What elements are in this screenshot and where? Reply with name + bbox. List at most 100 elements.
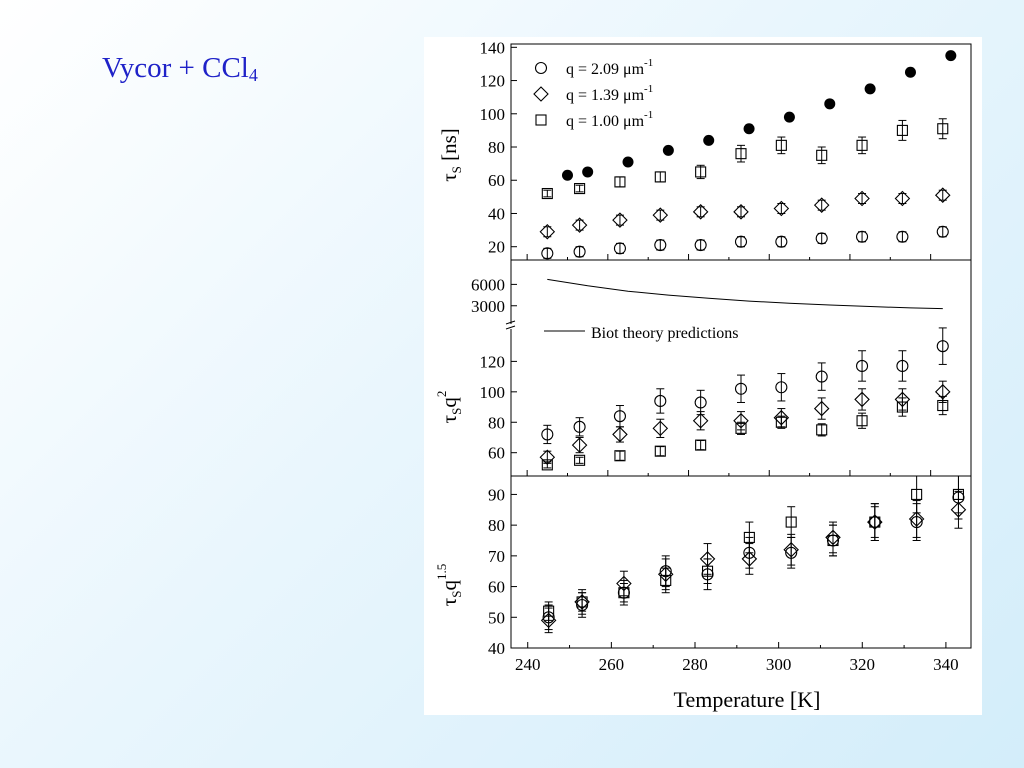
bottom-panel-diamond-point: [950, 502, 967, 518]
top-panel-square-point: [614, 176, 626, 188]
middle-panel-square-point: [816, 424, 828, 436]
middle-y-axis-label: τSq2: [434, 391, 464, 424]
middle-panel-lower-ytick-label: 60: [488, 444, 505, 463]
bottom-panel-square-point: [701, 565, 714, 577]
top-panel-circle-point: [541, 247, 554, 260]
top-y-axis-label: τS [ns]: [437, 128, 464, 182]
x-tick-label: 240: [515, 655, 541, 674]
bottom-panel-square-point: [785, 516, 797, 528]
top-panel-ytick-label: 20: [488, 238, 505, 257]
slide-title: Vycor + CCl4: [102, 52, 258, 86]
middle-panel-circle-point: [896, 359, 909, 373]
middle-y-axis-label-rest: q: [437, 397, 461, 408]
x-tick-label: 320: [850, 655, 876, 674]
middle-panel-upper-ytick-label: 3000: [471, 297, 505, 316]
middle-panel-circle-point: [613, 410, 626, 423]
top-panel-diamond-point: [539, 223, 556, 240]
bottom-panel-square-point: [952, 488, 965, 500]
top-panel-filled-circle-point: [783, 111, 795, 123]
middle-panel-diamond-point: [571, 437, 588, 453]
legend-diamond-sup: -1: [644, 83, 653, 95]
top-panel-filled-circle-point: [864, 83, 876, 95]
bottom-panel-diamond-point: [783, 541, 799, 558]
bottom-panel-ytick-label: 80: [488, 516, 505, 535]
top-panel-filled-circle-point: [743, 123, 755, 135]
axis-break-mark: [505, 320, 516, 325]
legend-square-sup: -1: [644, 109, 653, 121]
middle-panel-square-point: [541, 459, 553, 471]
x-tick-label: 300: [766, 655, 792, 674]
bottom-panel-square-point: [618, 587, 630, 599]
bottom-y-axis-label-sup: 1.5: [434, 564, 449, 580]
top-panel-ytick-label: 120: [480, 72, 506, 91]
legend-circle-sup: -1: [644, 57, 653, 69]
bottom-panel-diamond-point: [540, 612, 557, 629]
top-panel-ytick-label: 100: [480, 105, 506, 124]
top-panel-diamond-point: [773, 200, 790, 217]
top-panel-diamond-point: [612, 212, 628, 228]
top-panel-circle-point: [613, 242, 626, 255]
bottom-panel-square-point: [543, 605, 555, 617]
biot-theory-curve: [547, 278, 943, 310]
middle-panel-square-point: [695, 439, 707, 451]
legend-square-icon: [535, 114, 547, 126]
top-panel-diamond-point: [733, 204, 749, 220]
legend-diamond-label: q = 1.39 μm-1: [566, 83, 653, 104]
top-panel-diamond-point: [692, 204, 709, 220]
slide-title-main: Vycor + CCl: [102, 52, 249, 84]
middle-panel-circle-point: [856, 359, 869, 373]
x-tick-label: 280: [682, 655, 708, 674]
top-panel-ytick-label: 40: [488, 204, 505, 223]
middle-panel-diamond-point: [652, 420, 669, 437]
chart-svg: 20 40 60 80 100 120 140 3000 6000 60 80 100 120 40 50 6…: [434, 38, 972, 712]
x-tick-label: 340: [933, 655, 959, 674]
top-panel-square-point: [816, 149, 828, 161]
bottom-panel-ytick-label: 90: [488, 485, 505, 504]
middle-panel-diamond-point: [813, 400, 830, 417]
top-panel-square-point: [541, 187, 553, 200]
panel-frame-3: [510, 475, 972, 649]
middle-panel-square-point: [856, 415, 868, 427]
middle-y-axis-label-base: τ: [437, 415, 461, 423]
legend-square-label: q = 1.00 μm-1: [566, 109, 653, 130]
middle-panel-circle-point: [541, 428, 554, 441]
axis-break-gap: [507, 324, 515, 329]
middle-panel-lower-ytick-label: 120: [480, 352, 506, 371]
bottom-panel-diamond-point: [908, 511, 925, 527]
top-panel-filled-circle-point: [824, 98, 836, 110]
bottom-panel-square-point: [576, 596, 588, 608]
bottom-panel-diamond-point: [741, 551, 758, 567]
top-panel-filled-circle-point: [662, 144, 674, 156]
middle-panel-square-point: [735, 422, 747, 434]
top-panel-square-point: [574, 183, 586, 195]
top-panel-circle-point: [654, 238, 667, 252]
top-panel-circle-point: [936, 225, 949, 238]
slide-title-subscript: 4: [248, 65, 258, 85]
bottom-y-axis-label-rest: q: [437, 580, 461, 591]
x-tick-label: 260: [599, 655, 625, 674]
middle-panel-square-point: [574, 454, 586, 466]
figure-panel: 20 40 60 80 100 120 140 3000 6000 60 80 100 120 40 50 6…: [424, 37, 982, 715]
top-y-axis-label-base: τ: [437, 173, 461, 181]
top-y-axis-label-sub: S: [449, 166, 464, 173]
top-panel-filled-circle-point: [945, 50, 957, 62]
legend-diamond-icon: [533, 86, 549, 102]
bottom-y-axis-label: τSq1.5: [434, 564, 464, 606]
top-panel-filled-circle-point: [622, 156, 634, 168]
bottom-panel-square-point: [660, 574, 672, 586]
top-panel-circle-point: [734, 235, 748, 248]
middle-panel-circle-point: [573, 420, 586, 433]
middle-panel-circle-point: [734, 382, 748, 395]
middle-panel-lower-ytick-label: 100: [480, 383, 506, 402]
middle-panel-circle-point: [936, 340, 949, 353]
top-panel-diamond-point: [934, 187, 951, 203]
top-panel-circle-point: [573, 245, 586, 258]
middle-panel-lower-ytick-label: 80: [488, 413, 505, 432]
middle-panel-diamond-point: [612, 426, 628, 443]
top-y-axis-label-rest: [ns]: [437, 128, 461, 166]
bottom-panel-ytick-label: 60: [488, 578, 505, 597]
bottom-panel-ytick-label: 70: [488, 547, 505, 566]
top-panel-square-point: [695, 166, 707, 178]
top-panel-square-point: [775, 139, 787, 151]
top-panel-diamond-point: [813, 197, 830, 213]
